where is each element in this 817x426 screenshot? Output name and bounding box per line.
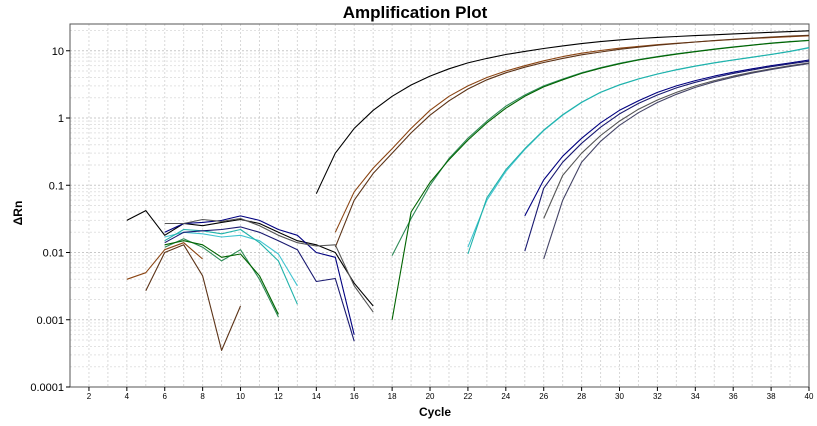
x-tick-label: 36 <box>729 392 738 401</box>
series-line-19 <box>543 62 810 219</box>
y-tick-label: 0.01 <box>43 248 64 260</box>
series-line-14 <box>164 228 298 305</box>
x-tick-label: 22 <box>463 392 472 401</box>
x-tick-label: 12 <box>274 392 283 401</box>
x-tick-label: 38 <box>767 392 776 401</box>
x-tick-label: 30 <box>615 392 624 401</box>
y-tick-label: 0.0001 <box>30 382 64 394</box>
series-line-8 <box>391 39 810 320</box>
series-line-4 <box>334 34 810 248</box>
series-line-12 <box>467 46 810 255</box>
x-tick-label: 10 <box>236 392 245 401</box>
series-line-15 <box>524 59 810 217</box>
x-tick-label: 14 <box>312 392 321 401</box>
x-tick-label: 4 <box>125 392 130 401</box>
series-line-20 <box>543 63 810 260</box>
x-tick-label: 20 <box>426 392 435 401</box>
y-tick-label: 1 <box>58 113 64 125</box>
x-tick-label: 16 <box>350 392 359 401</box>
x-tick-label: 26 <box>539 392 548 401</box>
x-tick-label: 24 <box>501 392 510 401</box>
x-tick-label: 40 <box>805 392 814 401</box>
y-tick-label: 0.1 <box>49 180 64 192</box>
x-tick-label: 34 <box>691 392 700 401</box>
axis-ticks: 2 4 6 8 10 12 14 16 18 20 22 24 26 28 30 32 34 36 38 400.00… <box>30 46 814 401</box>
x-tick-label: 18 <box>388 392 397 401</box>
y-tick-label: 10 <box>52 46 64 58</box>
series-line-2 <box>126 210 374 307</box>
x-tick-label: 8 <box>200 392 205 401</box>
y-tick-label: 0.001 <box>36 315 64 327</box>
chart-title: Amplification Plot <box>343 3 488 22</box>
plot-area <box>69 23 810 388</box>
series-group <box>126 30 810 351</box>
x-tick-label: 6 <box>163 392 168 401</box>
x-tick-label: 28 <box>577 392 586 401</box>
series-line-21 <box>164 217 374 313</box>
series-line-10 <box>164 240 279 315</box>
grid <box>69 24 810 388</box>
x-axis-label: Cycle <box>419 405 451 419</box>
series-line-9 <box>164 238 279 318</box>
series-line-6 <box>145 244 242 351</box>
x-tick-label: 2 <box>87 392 92 401</box>
series-line-18 <box>164 226 355 342</box>
x-tick-label: 32 <box>653 392 662 401</box>
y-axis-label: ΔRn <box>11 201 25 226</box>
series-line-1 <box>315 30 810 194</box>
series-line-5 <box>126 242 203 280</box>
series-line-16 <box>524 60 810 252</box>
series-line-17 <box>164 215 355 335</box>
